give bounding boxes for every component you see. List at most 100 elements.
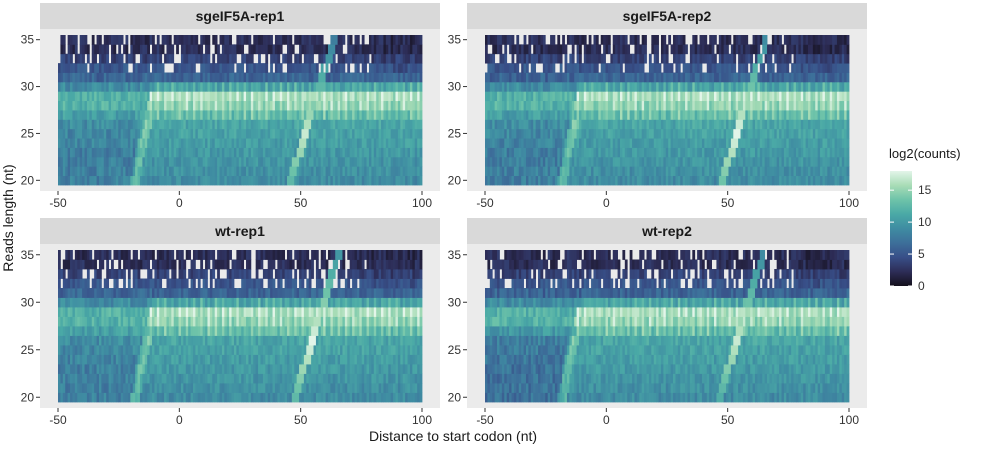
heatmap-cell	[516, 110, 519, 120]
heatmap-cell	[526, 148, 529, 158]
heatmap-cell	[244, 82, 247, 92]
heatmap-cell	[210, 383, 213, 393]
heatmap-cell	[526, 110, 529, 120]
heatmap-cell	[644, 166, 647, 176]
heatmap-cell	[80, 148, 83, 158]
heatmap-cell	[550, 176, 553, 186]
heatmap-cell	[709, 129, 712, 139]
heatmap-cell	[109, 148, 112, 158]
heatmap-cell	[598, 110, 601, 120]
heatmap-cell	[97, 383, 100, 393]
heatmap-cell	[306, 63, 309, 73]
heatmap-cell	[716, 73, 719, 83]
heatmap-cell	[499, 35, 502, 45]
heatmap-cell	[314, 44, 317, 54]
heatmap-cell	[311, 383, 314, 393]
heatmap-cell	[403, 176, 406, 186]
heatmap-cell	[533, 176, 536, 186]
heatmap-cell	[174, 73, 177, 83]
heatmap-cell	[345, 82, 348, 92]
heatmap-cell	[825, 166, 828, 176]
heatmap-cell	[777, 138, 780, 148]
heatmap-cell	[495, 44, 498, 54]
heatmap-cell	[277, 148, 280, 158]
heatmap-cell	[567, 73, 570, 83]
heatmap-cell	[277, 82, 280, 92]
heatmap-cell	[818, 110, 821, 120]
heatmap-cell	[707, 101, 710, 111]
heatmap-cell	[769, 129, 772, 139]
heatmap-cell	[164, 101, 167, 111]
heatmap-cell	[106, 374, 109, 384]
heatmap-cell	[205, 82, 208, 92]
heatmap-cell	[94, 110, 97, 120]
heatmap-cell	[164, 148, 167, 158]
heatmap-cell	[260, 393, 263, 403]
heatmap-cell	[80, 129, 83, 139]
heatmap-cell	[630, 91, 633, 101]
heatmap-cell	[106, 138, 109, 148]
heatmap-cell	[282, 101, 285, 111]
heatmap-cell	[536, 35, 539, 45]
heatmap-cell	[615, 73, 618, 83]
heatmap-cell	[777, 82, 780, 92]
heatmap-cell	[241, 157, 244, 167]
heatmap-cell	[668, 129, 671, 139]
heatmap-cell	[716, 110, 719, 120]
heatmap-cell	[410, 82, 413, 92]
heatmap-cell	[210, 91, 213, 101]
heatmap-cell	[121, 129, 124, 139]
heatmap-cell	[827, 157, 830, 167]
heatmap-cell	[569, 35, 572, 45]
heatmap-cell	[728, 63, 731, 73]
heatmap-cell	[306, 54, 309, 64]
heatmap-cell	[671, 110, 674, 120]
heatmap-cell	[704, 138, 707, 148]
heatmap-cell	[118, 101, 121, 111]
heatmap-cell	[379, 35, 382, 45]
heatmap-cell	[589, 110, 592, 120]
heatmap-cell	[222, 110, 225, 120]
heatmap-cell	[827, 73, 830, 83]
heatmap-cell	[772, 119, 775, 129]
heatmap-cell	[109, 101, 112, 111]
heatmap-cell	[415, 82, 418, 92]
heatmap-cell	[405, 166, 408, 176]
heatmap-cell	[712, 63, 715, 73]
heatmap-cell	[615, 119, 618, 129]
heatmap-cell	[543, 148, 546, 158]
heatmap-cell	[301, 110, 304, 120]
heatmap-cell	[716, 129, 719, 139]
heatmap-cell	[767, 73, 770, 83]
heatmap-cell	[560, 119, 563, 129]
heatmap-cell	[75, 73, 78, 83]
heatmap-cell	[367, 393, 370, 403]
heatmap-cell	[765, 91, 768, 101]
heatmap-cell	[289, 91, 292, 101]
heatmap-cell	[654, 35, 657, 45]
heatmap-cell	[412, 176, 415, 186]
heatmap-cell	[130, 91, 133, 101]
heatmap-cell	[417, 176, 420, 186]
heatmap-cell	[92, 44, 95, 54]
y-tick-label: 35	[21, 33, 35, 47]
heatmap-cell	[260, 44, 263, 54]
heatmap-cell	[639, 82, 642, 92]
heatmap-cell	[92, 35, 95, 45]
heatmap-cell	[289, 54, 292, 64]
heatmap-cell	[622, 119, 625, 129]
heatmap-cell	[412, 110, 415, 120]
heatmap-cell	[719, 157, 722, 167]
heatmap-cell	[364, 148, 367, 158]
heatmap-cell	[232, 393, 235, 403]
heatmap-cell	[666, 44, 669, 54]
heatmap-cell	[256, 101, 259, 111]
heatmap-cell	[825, 138, 828, 148]
heatmap-cell	[65, 63, 68, 73]
heatmap-cell	[297, 54, 300, 64]
heatmap-cell	[615, 63, 618, 73]
heatmap-cell	[333, 73, 336, 83]
heatmap-cell	[263, 157, 266, 167]
heatmap-cell	[586, 157, 589, 167]
heatmap-cell	[531, 148, 534, 158]
